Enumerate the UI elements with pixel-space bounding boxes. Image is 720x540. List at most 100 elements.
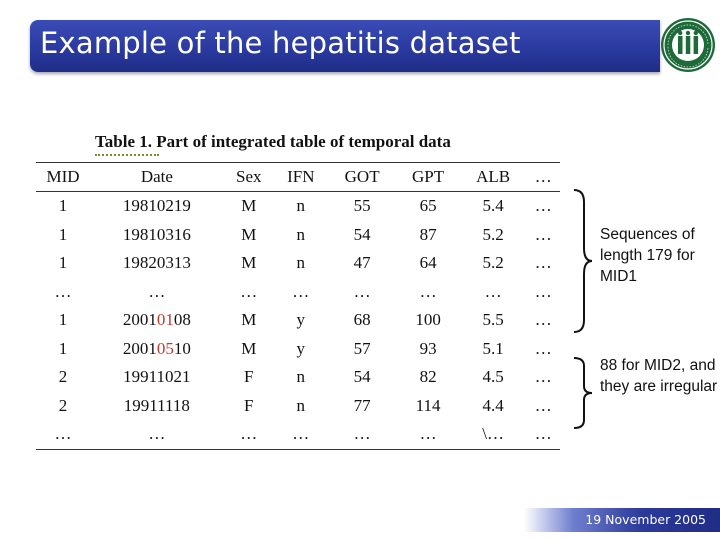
cell-alb: 5.2 — [482, 253, 504, 273]
cell-gpt: 64 — [419, 253, 437, 273]
cell-date: 19810219 — [122, 196, 191, 216]
cell-mid: 1 — [58, 253, 68, 273]
cell-more: … — [534, 367, 552, 387]
cell-date: 19911118 — [123, 395, 190, 415]
cell-ifn: n — [296, 367, 306, 387]
cell-mid: … — [54, 281, 72, 301]
cell-gpt: … — [396, 420, 460, 450]
cell-gpt: 82 — [419, 367, 437, 387]
mid2-brace-icon — [573, 357, 593, 429]
table-row: 1 19810219 M n 55 65 5.4 … — [36, 192, 560, 221]
cell-sex: … — [223, 420, 274, 450]
temporal-data-table: MID Date Sex IFN GOT GPT ALB … 1 1981021… — [36, 162, 560, 450]
cell-got: 68 — [353, 310, 371, 330]
column-header: IFN — [273, 162, 328, 192]
mid2-sequence-note: 88 for MID2, and they are irregular — [600, 357, 718, 395]
cell-sex: M — [241, 310, 257, 330]
column-header: GPT — [396, 162, 460, 192]
cell-more: … — [534, 281, 552, 301]
cell-ifn: n — [296, 224, 306, 244]
cell-ifn: n — [296, 253, 306, 273]
cell-sex: F — [244, 395, 254, 415]
cell-alb: 4.4 — [482, 395, 504, 415]
slide-title: Example of the hepatitis dataset — [40, 26, 521, 60]
cell-mid: 1 — [58, 196, 68, 216]
cell-date: 19810316 — [122, 224, 191, 244]
cell-got: 47 — [353, 253, 371, 273]
column-header: GOT — [327, 162, 397, 192]
cell-ifn: n — [296, 395, 306, 415]
cell-more: … — [526, 420, 560, 450]
cell-mid: 2 — [58, 367, 68, 387]
table-row: 1 20010108 M y 68 100 5.5 … — [36, 306, 560, 335]
table-caption: Table 1. Part of integrated table of tem… — [95, 132, 451, 151]
column-header: MID — [36, 162, 90, 192]
cell-got: 77 — [353, 395, 371, 415]
cell-got: 55 — [353, 196, 371, 216]
cell-alb: 4.5 — [482, 367, 504, 387]
table-row: 1 20010510 M y 57 93 5.1 … — [36, 335, 560, 364]
column-header: Date — [90, 162, 224, 192]
cell-mid: 1 — [58, 338, 68, 358]
cell-ifn: y — [296, 310, 306, 330]
cell-sex: … — [240, 281, 258, 301]
cell-mid: … — [36, 420, 90, 450]
university-seal-icon — [661, 18, 715, 72]
column-header: ALB — [459, 162, 527, 192]
cell-sex: M — [241, 224, 257, 244]
cell-mid: 2 — [58, 395, 68, 415]
cell-ifn: n — [296, 196, 306, 216]
slide-date: 19 November 2005 — [585, 512, 706, 527]
cell-more: … — [534, 395, 552, 415]
table-row: 2 19911118 F n 77 114 4.4 … — [36, 392, 560, 421]
mid1-brace-icon — [573, 189, 593, 333]
cell-date: … — [90, 420, 224, 450]
table-row: 1 19820313 M n 47 64 5.2 … — [36, 249, 560, 278]
cell-alb: 5.5 — [482, 310, 504, 330]
cell-alb: \… — [459, 420, 527, 450]
cell-gpt: 65 — [419, 196, 437, 216]
cell-gpt: 100 — [415, 310, 441, 330]
cell-got: 54 — [353, 224, 371, 244]
table-row: … … … … … … \… … — [36, 420, 560, 450]
cell-gpt: 114 — [415, 395, 441, 415]
caption-spellcheck-underline — [95, 151, 159, 156]
cell-gpt: 93 — [419, 338, 437, 358]
cell-more: … — [534, 310, 552, 330]
cell-gpt: 87 — [419, 224, 437, 244]
table-row: 2 19911021 F n 54 82 4.5 … — [36, 363, 560, 392]
cell-date: 20010108 — [122, 310, 191, 330]
cell-got: … — [327, 420, 397, 450]
table-row: 1 19810316 M n 54 87 5.2 … — [36, 221, 560, 250]
cell-alb: 5.2 — [482, 224, 504, 244]
cell-sex: F — [244, 367, 254, 387]
cell-more: … — [534, 196, 552, 216]
cell-alb: … — [484, 281, 502, 301]
cell-more: … — [534, 338, 552, 358]
cell-ifn: … — [273, 420, 328, 450]
cell-sex: M — [241, 338, 257, 358]
cell-got: … — [353, 281, 371, 301]
cell-date: 19820313 — [122, 253, 191, 273]
cell-sex: M — [241, 253, 257, 273]
cell-got: 57 — [353, 338, 371, 358]
cell-date: 20010510 — [122, 338, 191, 358]
cell-alb: 5.4 — [482, 196, 504, 216]
cell-ifn: y — [296, 338, 306, 358]
cell-date: 19911021 — [123, 367, 191, 387]
table-row: … … … … … … … … — [36, 278, 560, 307]
mid1-sequence-note: Sequences of length 179 for MID1 — [600, 226, 695, 285]
cell-more: … — [534, 224, 552, 244]
column-header: … — [526, 162, 560, 192]
cell-date: … — [148, 281, 166, 301]
cell-mid: 1 — [58, 310, 68, 330]
footer-bar: 19 November 2005 — [524, 508, 720, 532]
cell-gpt: … — [419, 281, 437, 301]
table-header-row: MID Date Sex IFN GOT GPT ALB … — [36, 162, 560, 192]
cell-ifn: … — [292, 281, 310, 301]
title-bar — [30, 20, 660, 72]
cell-sex: M — [241, 196, 257, 216]
cell-more: … — [534, 253, 552, 273]
cell-got: 54 — [353, 367, 371, 387]
column-header: Sex — [223, 162, 274, 192]
